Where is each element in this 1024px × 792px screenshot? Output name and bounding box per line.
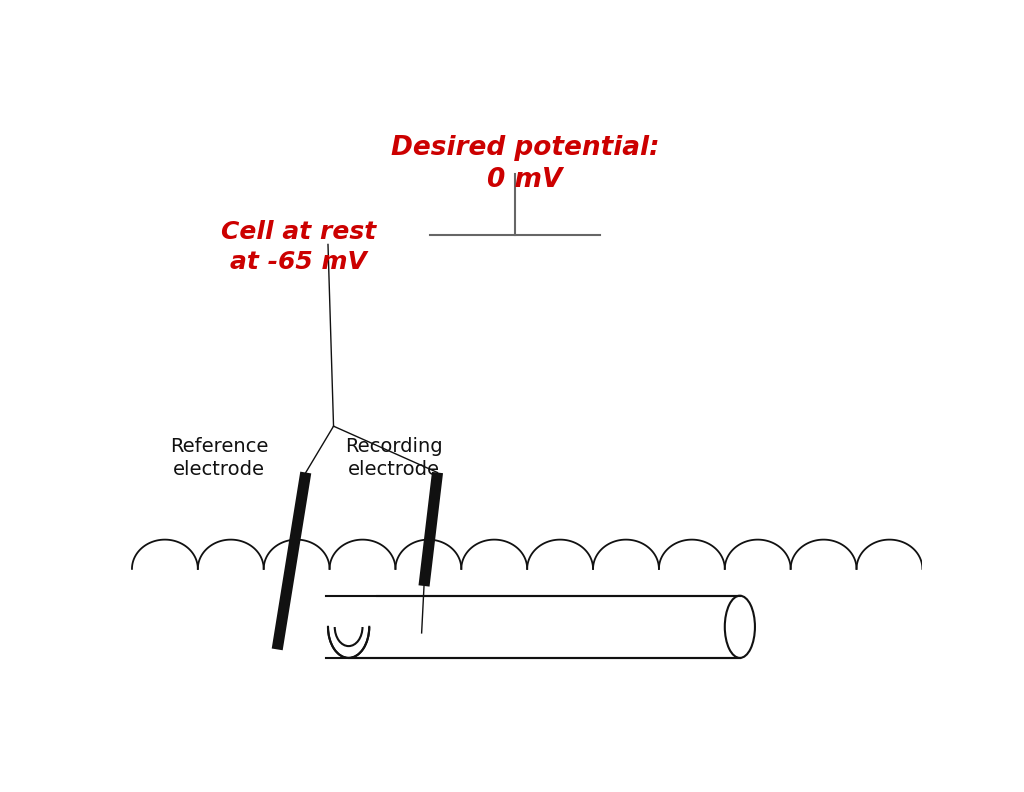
Text: Reference
electrode: Reference electrode (170, 436, 268, 479)
Ellipse shape (335, 607, 362, 646)
Text: Cell at rest
at -65 mV: Cell at rest at -65 mV (221, 220, 376, 274)
Text: Desired potential:
0 mV: Desired potential: 0 mV (390, 135, 659, 192)
Text: Recording
electrode: Recording electrode (345, 436, 442, 479)
Bar (321, 589, 377, 626)
Ellipse shape (725, 596, 755, 658)
Ellipse shape (328, 596, 370, 658)
